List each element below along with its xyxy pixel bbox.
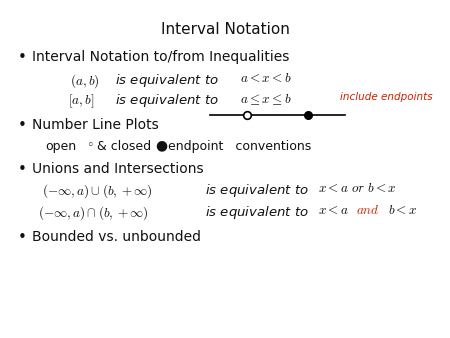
- Text: $(-\infty,a)\cap(b,+\infty)$: $(-\infty,a)\cap(b,+\infty)$: [38, 204, 149, 222]
- Text: Bounded vs. unbounded: Bounded vs. unbounded: [32, 230, 201, 244]
- Text: open: open: [45, 140, 76, 153]
- Text: $(-\infty,a)\cup(b,+\infty)$: $(-\infty,a)\cup(b,+\infty)$: [42, 182, 153, 200]
- Text: •: •: [18, 162, 27, 177]
- Text: & closed: & closed: [97, 140, 151, 153]
- Text: $[a, b]$: $[a, b]$: [68, 92, 94, 110]
- Text: •: •: [18, 50, 27, 65]
- Text: $\mathit{is\ equivalent\ to}$: $\mathit{is\ equivalent\ to}$: [205, 204, 309, 221]
- Text: $\mathit{is\ equivalent\ to}$: $\mathit{is\ equivalent\ to}$: [115, 72, 219, 89]
- Text: Interval Notation to/from Inequalities: Interval Notation to/from Inequalities: [32, 50, 289, 64]
- Text: •: •: [18, 118, 27, 133]
- Text: Number Line Plots: Number Line Plots: [32, 118, 159, 132]
- Text: ◦: ◦: [86, 139, 94, 152]
- Text: $\mathit{and}$: $\mathit{and}$: [356, 204, 380, 217]
- Text: $a < x < b$: $a < x < b$: [240, 72, 292, 85]
- Text: Unions and Intersections: Unions and Intersections: [32, 162, 203, 176]
- Text: $x < a$: $x < a$: [318, 204, 349, 217]
- Text: include endpoints: include endpoints: [340, 92, 432, 102]
- Text: $x < a\ \mathit{or}\ b < x$: $x < a\ \mathit{or}\ b < x$: [318, 182, 397, 195]
- Text: $a \leq x \leq b$: $a \leq x \leq b$: [240, 92, 292, 107]
- Text: ●: ●: [155, 138, 167, 152]
- Text: $\mathit{is\ equivalent\ to}$: $\mathit{is\ equivalent\ to}$: [115, 92, 219, 109]
- Text: $(a, b)$: $(a, b)$: [70, 72, 99, 90]
- Text: •: •: [18, 230, 27, 245]
- Text: Interval Notation: Interval Notation: [161, 22, 289, 37]
- Text: $b < x$: $b < x$: [388, 204, 418, 217]
- Text: endpoint   conventions: endpoint conventions: [168, 140, 311, 153]
- Text: $\mathit{is\ equivalent\ to}$: $\mathit{is\ equivalent\ to}$: [205, 182, 309, 199]
